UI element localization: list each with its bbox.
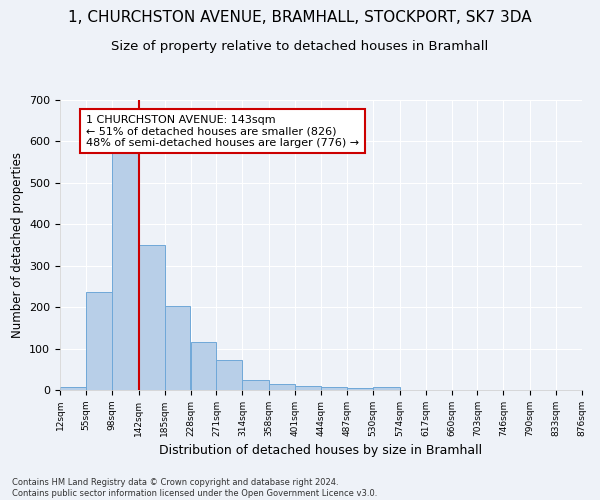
Bar — [321, 386, 347, 390]
Bar — [112, 146, 139, 390]
Text: 1, CHURCHSTON AVENUE, BRAMHALL, STOCKPORT, SK7 3DA: 1, CHURCHSTON AVENUE, BRAMHALL, STOCKPOR… — [68, 10, 532, 25]
Bar — [86, 292, 112, 390]
X-axis label: Distribution of detached houses by size in Bramhall: Distribution of detached houses by size … — [160, 444, 482, 458]
Bar — [139, 245, 164, 390]
Text: Contains HM Land Registry data © Crown copyright and database right 2024.
Contai: Contains HM Land Registry data © Crown c… — [12, 478, 377, 498]
Bar — [295, 386, 321, 390]
Text: Size of property relative to detached houses in Bramhall: Size of property relative to detached ho… — [112, 40, 488, 53]
Bar — [269, 384, 295, 390]
Bar — [347, 388, 373, 390]
Y-axis label: Number of detached properties: Number of detached properties — [11, 152, 23, 338]
Bar — [191, 342, 217, 390]
Bar — [60, 386, 86, 390]
Bar — [217, 360, 242, 390]
Bar — [242, 380, 269, 390]
Text: 1 CHURCHSTON AVENUE: 143sqm
← 51% of detached houses are smaller (826)
48% of se: 1 CHURCHSTON AVENUE: 143sqm ← 51% of det… — [86, 114, 359, 148]
Bar — [373, 386, 400, 390]
Bar — [164, 306, 190, 390]
